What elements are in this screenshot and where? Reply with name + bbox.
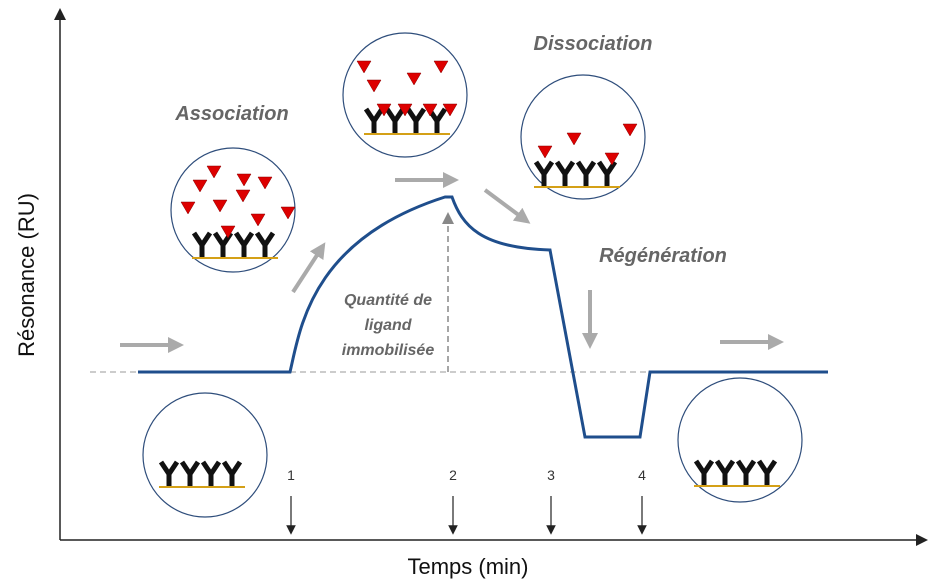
analyte [235, 189, 251, 203]
antibody [200, 460, 222, 486]
antibody [363, 107, 385, 133]
sensorgram-curve [138, 195, 828, 439]
analyte [206, 165, 222, 179]
analyte [180, 201, 196, 215]
icons [142, 32, 803, 518]
annotation-line: ligand [364, 317, 412, 334]
phase-label: Association [174, 103, 288, 125]
antibody [405, 107, 427, 133]
analyte [604, 152, 620, 166]
well [677, 377, 803, 503]
analyte [250, 213, 266, 227]
phase-label: Dissociation [534, 33, 653, 55]
antibody [554, 160, 576, 186]
analyte [280, 206, 296, 220]
markers: 1 2 3 4 [286, 467, 647, 535]
antibody [179, 460, 201, 486]
y-axis-label: Résonance (RU) [14, 193, 39, 357]
antibody [158, 460, 180, 486]
analyte [212, 199, 228, 213]
annotation-line: immobilisée [342, 342, 435, 359]
flow-arrows [120, 172, 784, 353]
marker-label: 2 [449, 467, 457, 483]
antibody [254, 231, 276, 257]
well [342, 32, 468, 158]
antibody [693, 459, 715, 485]
marker-label: 3 [547, 467, 555, 483]
antibody [735, 459, 757, 485]
phase-label: Régénération [599, 245, 727, 267]
analyte [257, 176, 273, 190]
well [520, 74, 646, 200]
antibody [596, 160, 618, 186]
analyte [192, 179, 208, 193]
well [142, 392, 268, 518]
antibody [533, 160, 555, 186]
analyte [422, 103, 438, 117]
analyte [376, 103, 392, 117]
antibody [384, 107, 406, 133]
marker-label: 4 [638, 467, 646, 483]
analyte [356, 60, 372, 74]
analyte [397, 103, 413, 117]
antibody [221, 460, 243, 486]
analyte [236, 173, 252, 187]
analyte [622, 123, 638, 137]
analyte [537, 145, 553, 159]
antibody [233, 231, 255, 257]
x-axis-label: Temps (min) [407, 554, 528, 579]
analyte [220, 225, 236, 239]
analyte [406, 72, 422, 86]
marker-label: 1 [287, 467, 295, 483]
analyte [442, 103, 458, 117]
antibody [756, 459, 778, 485]
analyte [566, 132, 582, 146]
annotation-line: Quantité de [344, 292, 432, 309]
analyte [433, 60, 449, 74]
antibody [714, 459, 736, 485]
analyte [366, 79, 382, 93]
antibody [191, 231, 213, 257]
antibody [575, 160, 597, 186]
